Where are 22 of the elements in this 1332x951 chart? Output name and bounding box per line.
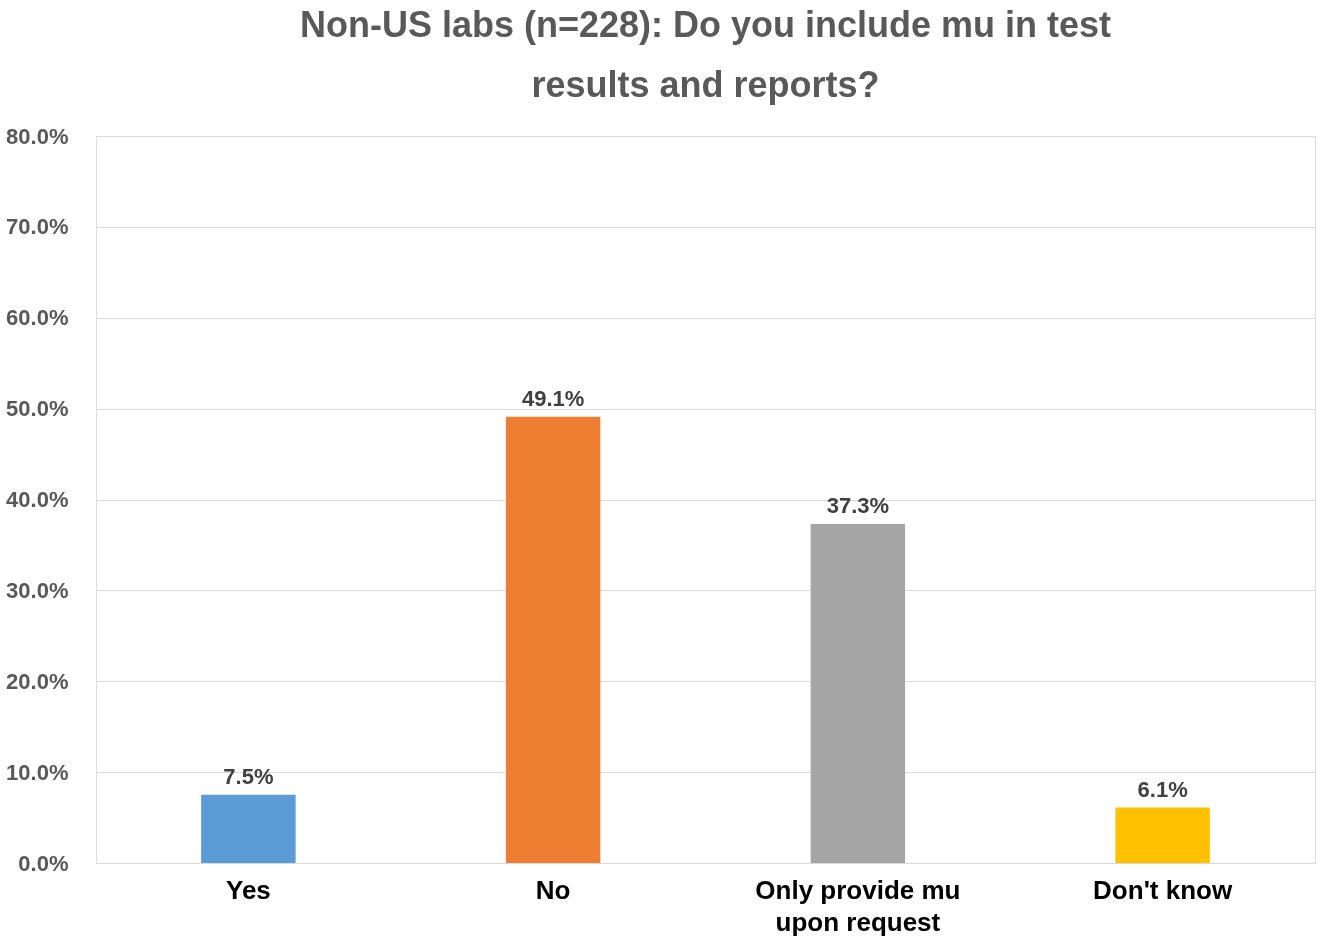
y-tick-label: 70.0% <box>6 214 69 240</box>
data-label: 7.5% <box>223 763 274 789</box>
chart-title: Non-US labs (n=228): Do you include mu in test results and reports? <box>299 4 1112 105</box>
y-tick-label: 50.0% <box>6 396 69 422</box>
data-label: 37.3% <box>826 493 890 519</box>
y-tick-label: 20.0% <box>6 668 69 694</box>
x-tick-label: Don't know <box>1093 874 1233 905</box>
y-tick-label: 10.0% <box>6 759 69 785</box>
x-tick-label: Only provide mu upon request <box>755 874 961 937</box>
bar <box>201 794 296 863</box>
data-label: 6.1% <box>1137 776 1188 802</box>
y-tick-label: 0.0% <box>18 850 69 876</box>
x-tick-label: No <box>535 874 571 905</box>
y-tick-label: 80.0% <box>6 123 69 149</box>
bar <box>1115 807 1210 863</box>
x-tick-label: Yes <box>225 874 271 905</box>
y-tick-label: 30.0% <box>6 577 69 603</box>
bar <box>810 524 906 863</box>
y-tick-label: 60.0% <box>6 305 69 331</box>
bar <box>505 416 601 863</box>
y-tick-label: 40.0% <box>6 487 69 512</box>
data-label: 49.1% <box>521 385 585 411</box>
